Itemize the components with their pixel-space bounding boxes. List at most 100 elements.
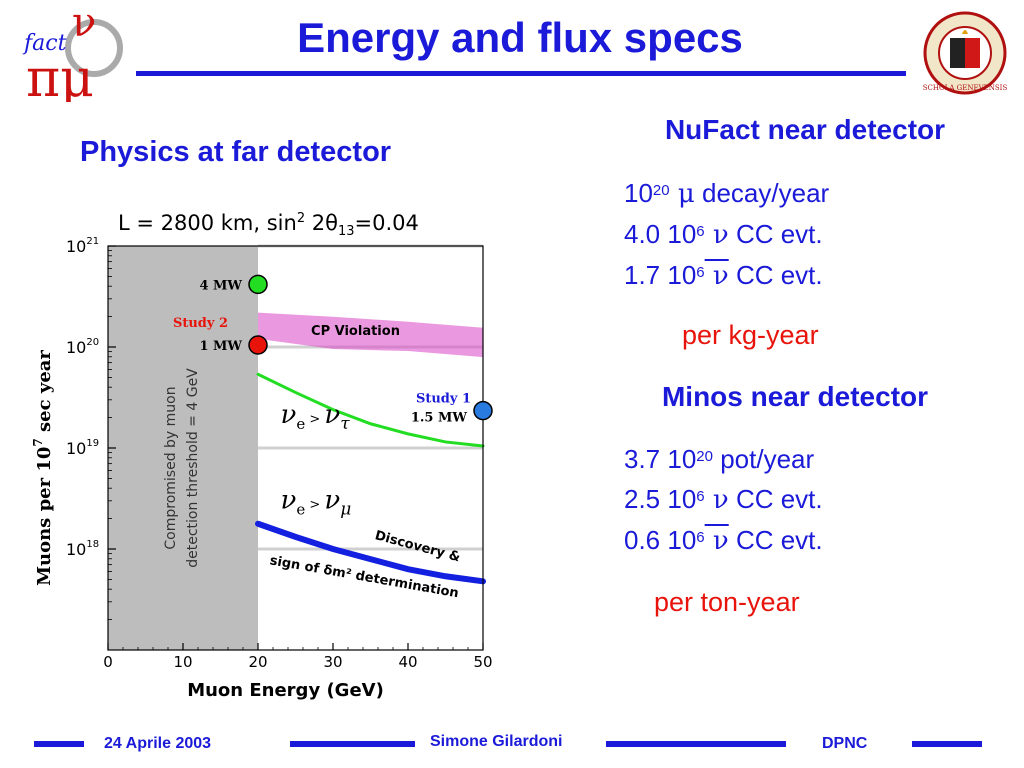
nufact-line-symbol: μ <box>669 179 695 209</box>
minos-line-0: 3.7 1020 pot/year <box>624 439 823 479</box>
series-label-tau-part-3: ν <box>324 400 340 430</box>
series-label-tau-part-2: > <box>305 412 324 427</box>
nufact-line-0: 1020 μ decay/year <box>624 173 829 214</box>
y-tick-exp: 18 <box>86 539 99 550</box>
footer-bar-mid-right <box>606 741 786 747</box>
chart-title-theta: 2θ <box>305 211 338 235</box>
series-label-mu-part-4: μ <box>340 500 351 520</box>
series-label-mu-part-1: e <box>296 501 305 519</box>
nufact-line-exponent: 6 <box>696 264 705 281</box>
point-marker-1 <box>248 335 268 355</box>
y-tick-label-2: 1019 <box>66 438 99 458</box>
minos-line-text: CC evt. <box>728 484 823 514</box>
minos-line-1: 2.5 106 ν CC evt. <box>624 479 823 520</box>
nufact-line-2: 1.7 106 ν CC evt. <box>624 255 829 296</box>
y-tick-base: 10 <box>66 237 86 256</box>
series-curve-0 <box>256 372 485 448</box>
nufact-line-base: 1.7 10 <box>624 260 697 290</box>
minos-line-exponent: 6 <box>696 488 705 505</box>
nufact-line-1: 4.0 106 ν CC evt. <box>624 214 829 255</box>
university-seal-logo: SCHOLA GENEVENSIS <box>923 11 1008 95</box>
x-tick-label-1: 10 <box>173 653 192 671</box>
series-label-tau-part-1: e <box>296 415 305 433</box>
minos-note: per ton-year <box>654 587 800 617</box>
point-label-1mw: 1 MW <box>199 339 242 354</box>
footer-bar-left <box>34 741 84 747</box>
slide-title: Energy and flux specs <box>297 14 743 61</box>
study1-label: Study 1 <box>416 392 471 407</box>
y-axis-label-exp: 7 <box>31 438 45 446</box>
logo-fact-text: fact <box>22 31 67 56</box>
nufact-line-symbol: ν <box>704 220 729 250</box>
minos-line-base: 3.7 10 <box>624 444 697 474</box>
series-label-mu-part-0: ν <box>281 486 297 516</box>
cp-violation-band <box>258 312 483 358</box>
series-label-mu-part-3: ν <box>324 486 340 516</box>
footer-bar-mid-left <box>290 741 415 747</box>
footer-author: Simone Gilardoni <box>430 733 563 750</box>
nufact-list: 1020 μ decay/year 4.0 106 ν CC evt. 1.7 10… <box>624 173 829 296</box>
title-underline <box>136 71 906 76</box>
seal-text: SCHOLA GENEVENSIS <box>923 84 1008 92</box>
minos-line-text: pot/year <box>712 444 815 474</box>
series-label-tau-part-4: τ <box>340 414 350 434</box>
y-tick-base: 10 <box>66 338 86 357</box>
series-label-mu-part-2: > <box>305 498 324 513</box>
x-tick-label-0: 0 <box>103 653 113 671</box>
nufact-line-base: 4.0 10 <box>624 219 697 249</box>
x-tick-label-2: 20 <box>248 653 267 671</box>
footer-date: 24 Aprile 2003 <box>104 735 212 752</box>
nufact-line-text: CC evt. <box>728 260 823 290</box>
y-axis-label-main: Muons per 10 <box>34 447 55 586</box>
x-tick-label-5: 50 <box>473 653 492 671</box>
nufact-line-exponent: 6 <box>696 223 705 240</box>
y-tick-exp: 19 <box>86 438 99 449</box>
x-axis-label: Muon Energy (GeV) <box>187 680 384 700</box>
plot-area: Compromised by muon detection threshold =… <box>31 236 493 700</box>
footer-institute: DPNC <box>822 735 868 752</box>
nufact-line-text: decay/year <box>694 178 830 208</box>
series-label-tau-part-0: ν <box>281 400 297 430</box>
minos-heading: Minos near detector <box>661 381 929 412</box>
nufact-line-base: 10 <box>624 178 653 208</box>
x-tick-label-3: 30 <box>323 653 342 671</box>
logo-pimu-text: πμ <box>26 49 94 102</box>
minos-line-base: 0.6 10 <box>624 525 697 555</box>
point-marker-2 <box>473 400 493 421</box>
minos-line-base: 2.5 10 <box>624 484 697 514</box>
minos-line-symbol: ν <box>704 485 729 515</box>
chart-title-exp: 2 <box>297 211 305 226</box>
far-detector-heading: Physics at far detector <box>80 136 392 168</box>
threshold-label-line1: Compromised by muon <box>163 386 179 549</box>
nufact-logo: fact ν πμ <box>22 2 123 102</box>
study2-label: Study 2 <box>173 316 228 331</box>
nufact-heading: NuFact near detector <box>664 114 946 145</box>
y-tick-label-3: 1018 <box>66 539 99 559</box>
study1-power-label: 1.5 MW <box>411 411 468 426</box>
point-marker-0 <box>248 274 268 295</box>
threshold-label-line2: detection threshold = 4 GeV <box>185 368 201 568</box>
point-label-4mw: 4 MW <box>199 278 242 293</box>
logo-nu-text: ν <box>72 2 96 46</box>
y-tick-base: 10 <box>66 439 86 458</box>
series-curve-1 <box>255 520 486 585</box>
muon-flux-chart: L = 2800 km, sin2 2θ13=0.04 Compromised … <box>31 211 493 700</box>
x-tick-label-4: 40 <box>398 653 417 671</box>
minos-line-text: CC evt. <box>728 525 823 555</box>
y-axis-label-tail: sec year <box>34 350 55 439</box>
nufact-line-exponent: 20 <box>652 182 670 199</box>
footer-bar-right <box>912 741 982 747</box>
y-tick-label-1: 1020 <box>66 337 99 357</box>
minos-list: 3.7 1020 pot/year 2.5 106 ν CC evt. 0.6 10… <box>624 439 823 561</box>
y-tick-label-0: 1021 <box>66 236 99 256</box>
y-tick-exp: 20 <box>86 337 99 348</box>
y-axis-label: Muons per 107 sec year <box>31 350 55 586</box>
chart-title: L = 2800 km, sin2 2θ13=0.04 <box>118 211 419 239</box>
chart-title-tail: =0.04 <box>355 211 419 235</box>
threshold-shaded-region <box>108 246 258 650</box>
cp-violation-label: CP Violation <box>311 324 400 339</box>
chart-title-sub: 13 <box>338 224 355 239</box>
chart-title-text: L = 2800 km, sin2 2θ13=0.04 <box>118 211 419 239</box>
minos-line-exponent: 6 <box>696 529 705 546</box>
y-tick-exp: 21 <box>86 236 99 247</box>
